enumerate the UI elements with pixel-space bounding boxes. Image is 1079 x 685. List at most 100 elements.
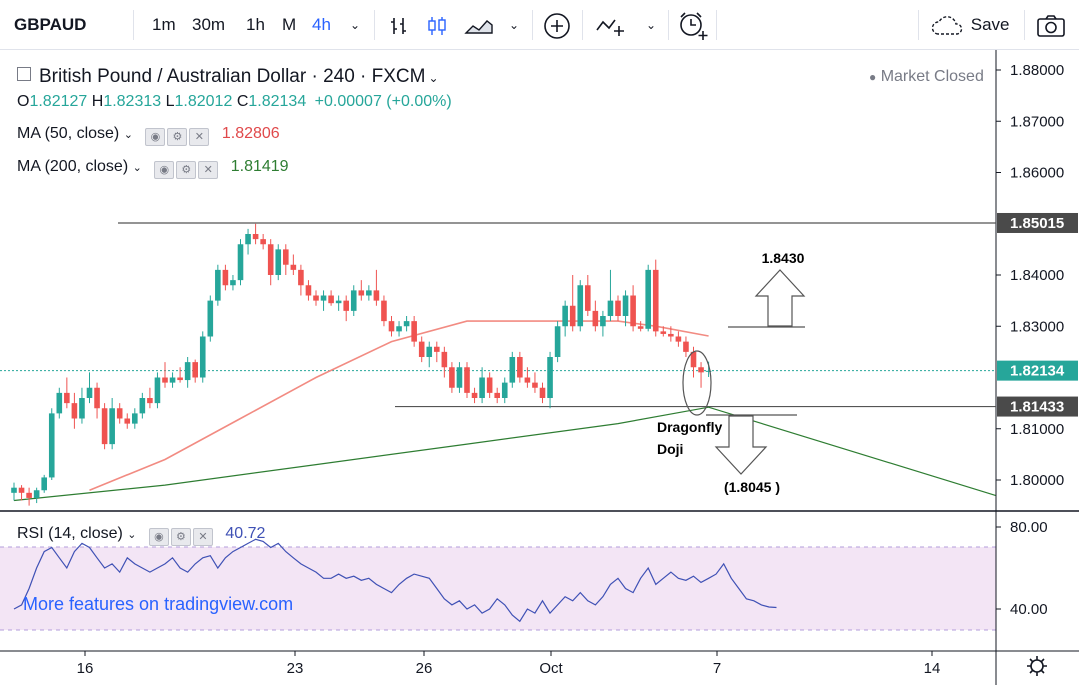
close-icon[interactable]: ✕ [198, 161, 219, 179]
eye-icon[interactable]: ◉ [148, 528, 169, 546]
close-icon[interactable]: ✕ [189, 128, 210, 146]
symbol-search[interactable]: GBPAUD [14, 15, 87, 34]
candle-body [177, 377, 183, 381]
chevron-down-icon[interactable]: ⌄ [123, 129, 133, 141]
candle-body [381, 300, 387, 322]
candle [449, 362, 455, 393]
chevron-down-icon[interactable]: ⌄ [127, 529, 137, 541]
chevron-down-icon[interactable]: ⌄ [428, 71, 439, 85]
ma50-legend[interactable]: MA (50, close) ⌄ ◉ ⚙ ✕ 1.82806 [17, 125, 280, 146]
compare-icon[interactable] [595, 0, 627, 50]
toolbar-divider [374, 10, 375, 40]
rsi-axis-label: 80.00 [1010, 519, 1048, 536]
candle-body [192, 362, 198, 378]
eye-icon[interactable]: ◉ [145, 128, 166, 146]
toolbar-divider [1024, 10, 1025, 40]
candle-body [690, 351, 697, 368]
arrow-down-icon [714, 415, 768, 475]
gear-icon[interactable]: ⚙ [176, 161, 197, 179]
rsi-legend[interactable]: RSI (14, close) ⌄ ◉ ⚙ ✕ 40.72 [17, 525, 265, 546]
candle [199, 331, 206, 383]
eye-icon[interactable]: ◉ [154, 161, 175, 179]
candle-body [343, 300, 349, 311]
collapse-icon[interactable] [17, 67, 31, 81]
candle-body [675, 336, 682, 342]
price-chart[interactable]: 1.8430 Dragonfly Doji (1.8045 ) 1.88000 1.87… [0, 50, 1079, 685]
candle [101, 403, 108, 450]
close-icon[interactable]: ✕ [192, 528, 213, 546]
top-toolbar: GBPAUD 1m 30m 1h M 4h ⌄ ⌄ ⌄ Save [0, 0, 1079, 50]
candle [109, 398, 115, 450]
chevron-down-icon[interactable]: ⌄ [350, 18, 361, 32]
candle-body [464, 367, 470, 393]
save-button[interactable]: Save [930, 0, 1009, 50]
candle-body [350, 290, 357, 311]
chevron-down-icon[interactable]: ⌄ [509, 18, 520, 32]
ma200-legend[interactable]: MA (200, close) ⌄ ◉ ⚙ ✕ 1.81419 [17, 158, 289, 179]
candle [501, 377, 508, 404]
chart-title-row: British Pound / Australian Dollar · 240 … [17, 66, 439, 88]
interval-4h[interactable]: 4h [312, 15, 331, 34]
target-down-label: (1.8045 ) [724, 479, 780, 495]
candle [26, 487, 32, 506]
interval-month[interactable]: M [282, 15, 297, 34]
candle-body [56, 392, 63, 414]
watermark-link[interactable]: More features on tradingview.com [23, 594, 294, 614]
bar-chart-icon[interactable] [388, 0, 410, 50]
candle [600, 310, 606, 337]
area-chart-icon[interactable] [464, 0, 494, 50]
candle [373, 269, 380, 306]
candle [222, 264, 229, 291]
add-indicator-icon[interactable] [543, 0, 571, 50]
candle-body [245, 234, 251, 245]
gear-icon[interactable]: ⚙ [170, 528, 191, 546]
candle [184, 357, 191, 388]
candle-body [434, 346, 440, 352]
candle [283, 244, 289, 275]
candle-body [313, 295, 319, 301]
arrow-up-icon [754, 269, 806, 327]
rsi-label: RSI (14, close) [17, 525, 123, 542]
close-value: 1.82134 [248, 93, 307, 110]
candle [403, 316, 410, 332]
status-dot-icon: ● [869, 70, 877, 84]
price-axis-label: 1.85015 [1010, 215, 1064, 232]
interval-1m[interactable]: 1m [152, 15, 176, 34]
interval-30m[interactable]: 30m [192, 15, 226, 34]
alert-clock-icon[interactable] [678, 0, 710, 50]
candle [494, 387, 500, 404]
candle [622, 290, 629, 327]
candle [154, 372, 161, 409]
candle [509, 351, 516, 388]
level-badge [997, 396, 1078, 417]
candles-icon[interactable] [426, 0, 448, 50]
rsi-value: 40.72 [225, 525, 266, 542]
candle [94, 382, 100, 419]
candle-body [64, 392, 70, 404]
settings-gear-icon[interactable] [1027, 656, 1047, 676]
candle-body [215, 269, 221, 301]
candle-body [328, 295, 334, 304]
candle [56, 387, 63, 419]
camera-icon[interactable] [1036, 0, 1066, 50]
candle [517, 351, 523, 383]
candle [411, 316, 417, 347]
gear-icon[interactable]: ⚙ [167, 128, 188, 146]
candle [554, 321, 561, 363]
candle [418, 336, 425, 363]
candle-body [637, 326, 644, 329]
candle [652, 259, 659, 337]
candle-body [645, 269, 651, 329]
candle-body [524, 377, 531, 383]
price-axis-label: 1.88000 [1010, 62, 1064, 79]
candle [645, 264, 651, 332]
chevron-down-icon[interactable]: ⌄ [646, 18, 657, 32]
candle-body [441, 351, 448, 368]
price-axis-label: 1.81000 [1010, 421, 1064, 438]
chevron-down-icon[interactable]: ⌄ [132, 162, 142, 174]
open-label: O [17, 93, 30, 110]
interval-1h[interactable]: 1h [246, 15, 265, 34]
candle [48, 408, 55, 480]
candle-body [486, 377, 493, 393]
candle-body [222, 269, 229, 286]
